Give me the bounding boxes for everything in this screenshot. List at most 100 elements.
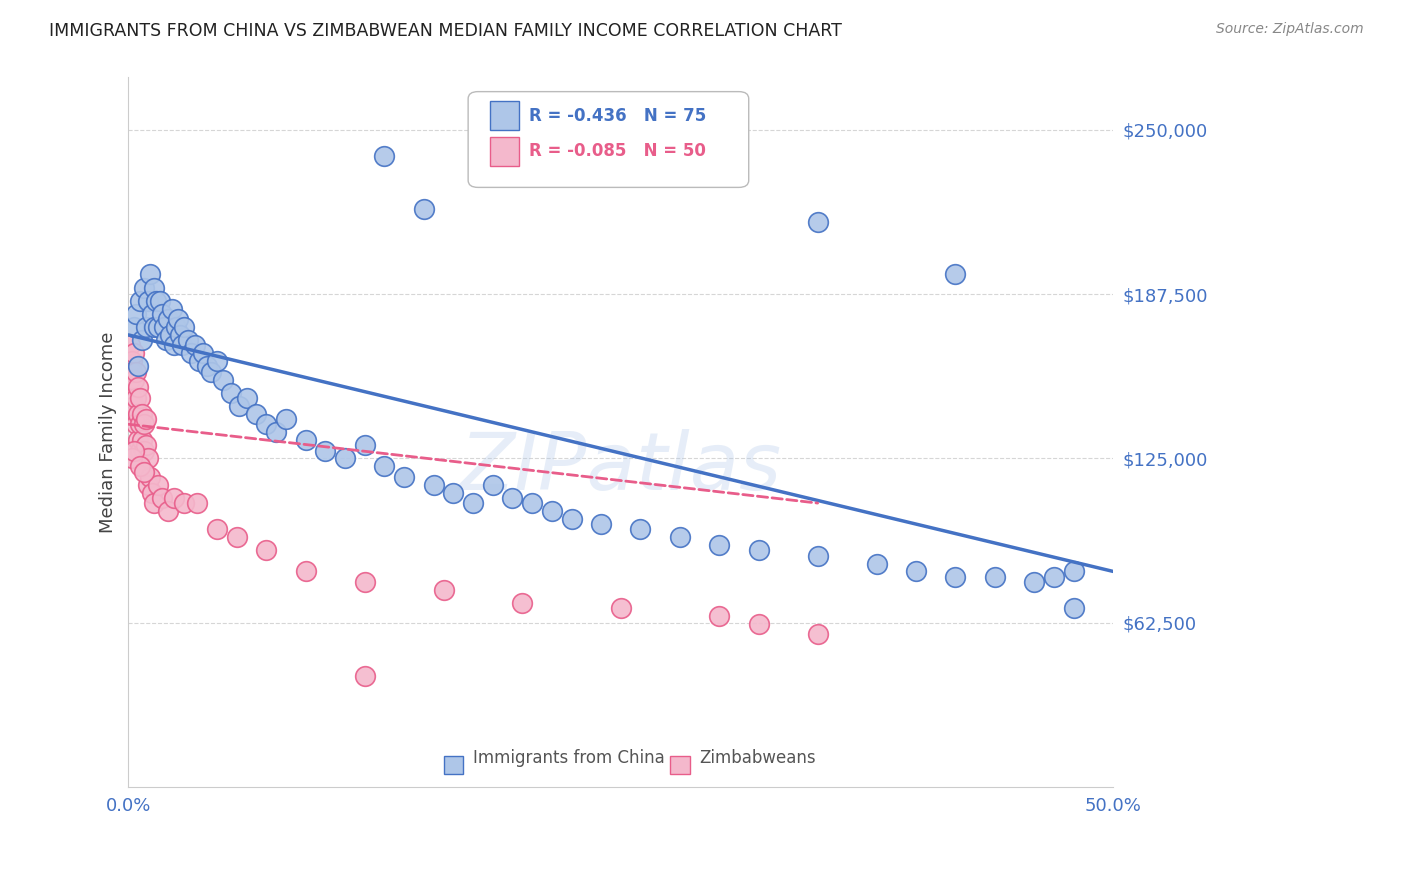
Point (866, 557, 889, 571)
Point (165, 320, 187, 334)
Point (709, 538, 731, 552)
Point (129, 293, 152, 308)
Point (141, 485, 163, 500)
Point (510, 596, 533, 610)
Point (135, 438, 157, 452)
Point (129, 459, 152, 474)
Point (149, 293, 172, 308)
Point (124, 443, 146, 458)
Point (1024, 574, 1046, 589)
Point (156, 504, 179, 518)
Point (807, 549, 830, 563)
Text: IMMIGRANTS FROM CHINA VS ZIMBABWEAN MEDIAN FAMILY INCOME CORRELATION CHART: IMMIGRANTS FROM CHINA VS ZIMBABWEAN MEDI… (49, 22, 842, 40)
Point (121, 354, 143, 368)
Point (186, 496, 208, 510)
Point (124, 320, 146, 334)
Point (205, 354, 228, 368)
Point (353, 438, 375, 452)
Point (129, 443, 152, 458)
Text: Source: ZipAtlas.com: Source: ZipAtlas.com (1216, 22, 1364, 37)
Text: R = -0.436   N = 75: R = -0.436 N = 75 (529, 106, 706, 125)
Point (125, 417, 148, 432)
Point (748, 543, 770, 558)
Point (139, 470, 162, 484)
Point (120, 373, 142, 387)
Point (333, 451, 356, 466)
Point (136, 293, 159, 308)
Point (461, 496, 484, 510)
Point (195, 359, 218, 374)
Point (193, 346, 215, 360)
Point (188, 354, 211, 368)
Point (422, 477, 444, 491)
Point (155, 333, 177, 347)
Bar (671, 756, 690, 774)
Point (143, 280, 166, 294)
Text: Immigrants from China: Immigrants from China (472, 749, 665, 767)
Point (314, 443, 336, 458)
Point (254, 417, 277, 432)
Point (205, 522, 228, 536)
Point (180, 346, 202, 360)
Point (170, 338, 193, 352)
Point (120, 338, 142, 352)
Point (807, 215, 830, 229)
Point (143, 496, 166, 510)
Point (225, 530, 247, 544)
Bar (489, 102, 519, 129)
Point (212, 373, 235, 387)
Point (412, 202, 434, 216)
Point (131, 407, 153, 421)
Point (432, 582, 454, 597)
Point (127, 359, 149, 374)
Point (156, 312, 179, 326)
Point (153, 320, 176, 334)
Point (127, 433, 149, 447)
Point (125, 391, 148, 405)
Text: R = -0.085   N = 50: R = -0.085 N = 50 (529, 143, 706, 161)
Point (905, 565, 928, 579)
Point (709, 609, 731, 624)
Point (127, 380, 149, 394)
Point (136, 477, 159, 491)
Point (373, 149, 395, 163)
Point (1043, 569, 1066, 583)
Point (134, 417, 156, 432)
Point (125, 365, 148, 379)
Point (1063, 601, 1085, 615)
Point (184, 338, 207, 352)
Bar (489, 137, 519, 166)
Point (121, 391, 143, 405)
Point (353, 669, 375, 683)
Point (609, 601, 631, 615)
Point (245, 407, 267, 421)
Point (353, 574, 375, 589)
Text: ZIPatlas: ZIPatlas (460, 429, 782, 507)
Y-axis label: Median Family Income: Median Family Income (100, 332, 117, 533)
Point (141, 307, 163, 321)
Point (294, 565, 316, 579)
Point (124, 373, 146, 387)
Point (169, 327, 191, 342)
Point (121, 451, 143, 466)
Point (481, 477, 503, 491)
Point (274, 412, 297, 426)
Point (135, 320, 157, 334)
Point (145, 293, 167, 308)
Point (173, 320, 195, 334)
Point (589, 517, 612, 532)
Point (134, 280, 156, 294)
FancyBboxPatch shape (468, 92, 749, 187)
Point (254, 543, 277, 558)
Point (748, 616, 770, 631)
Point (127, 407, 149, 421)
Point (807, 627, 830, 641)
Point (176, 333, 198, 347)
Point (669, 530, 692, 544)
Point (146, 320, 169, 334)
Point (150, 491, 173, 505)
Point (160, 301, 183, 316)
Point (129, 391, 152, 405)
Point (373, 459, 395, 474)
Point (235, 391, 257, 405)
